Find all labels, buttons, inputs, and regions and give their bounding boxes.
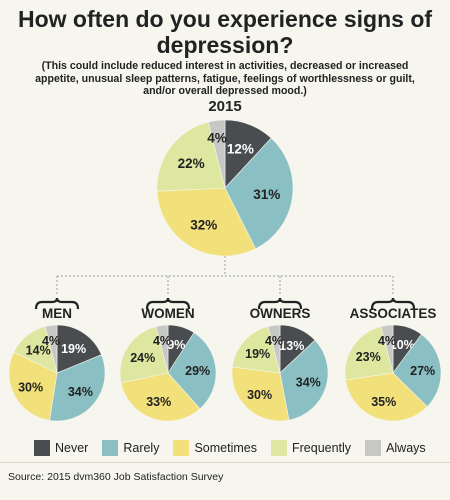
chart-title: How often do you experience signs of dep… bbox=[17, 6, 433, 58]
pie-slice-sometimes bbox=[8, 351, 58, 421]
pie-slice-always bbox=[44, 324, 58, 374]
data-label: 31% bbox=[253, 187, 280, 202]
group-brace bbox=[34, 297, 80, 310]
pie-slice-frequently bbox=[119, 326, 169, 384]
legend-swatch bbox=[102, 440, 119, 456]
chart-subtitle: (This could include reduced interest in … bbox=[35, 60, 415, 97]
pie-slice-rarely bbox=[392, 333, 442, 408]
data-label: 30% bbox=[247, 388, 272, 402]
source-note: Source: 2015 dvm360 Job Satisfaction Sur… bbox=[8, 471, 224, 483]
pie-title: OWNERS bbox=[250, 306, 311, 321]
pie-slice-sometimes bbox=[231, 366, 290, 422]
data-label: 10% bbox=[390, 338, 415, 352]
legend: Never Rarely Sometimes Frequently Always bbox=[34, 440, 434, 456]
pie-slice-always bbox=[267, 324, 281, 374]
data-label: 34% bbox=[68, 385, 93, 399]
legend-swatch bbox=[365, 440, 382, 456]
pie-slice-sometimes bbox=[120, 372, 201, 422]
divider bbox=[0, 462, 450, 463]
pie-slice-always bbox=[380, 324, 394, 374]
group-brace bbox=[257, 297, 303, 310]
data-label: 29% bbox=[185, 364, 210, 378]
data-label: 23% bbox=[356, 350, 381, 364]
legend-swatch bbox=[34, 440, 50, 456]
pie-slice-rarely bbox=[279, 339, 329, 421]
pie-slice-never bbox=[56, 324, 102, 374]
data-label: 19% bbox=[61, 342, 86, 356]
legend-label: Always bbox=[386, 441, 426, 455]
pie-title: 2015 bbox=[208, 98, 241, 115]
data-label: 4% bbox=[42, 334, 60, 348]
pie-title: WOMEN bbox=[141, 306, 194, 321]
pie-slice-sometimes bbox=[345, 372, 428, 422]
data-label: 13% bbox=[279, 339, 304, 353]
data-label: 33% bbox=[146, 395, 171, 409]
pie-slice-sometimes bbox=[156, 187, 256, 257]
data-label: 30% bbox=[18, 380, 43, 394]
group-brace bbox=[145, 297, 191, 310]
data-label: 4% bbox=[153, 334, 171, 348]
pie-slice-always bbox=[155, 324, 169, 374]
legend-label: Frequently bbox=[292, 441, 352, 455]
pie-slice-frequently bbox=[156, 121, 226, 192]
legend-item-sometimes: Sometimes bbox=[173, 440, 257, 456]
pie-slice-frequently bbox=[344, 326, 394, 381]
data-label: 14% bbox=[26, 343, 51, 357]
pie-slice-rarely bbox=[167, 332, 217, 410]
data-label: 32% bbox=[190, 217, 217, 232]
pie-slice-rarely bbox=[49, 354, 106, 422]
data-label: 35% bbox=[371, 395, 396, 409]
data-label: 22% bbox=[178, 156, 205, 171]
data-label: 4% bbox=[207, 131, 227, 146]
pie-title: ASSOCIATES bbox=[350, 306, 437, 321]
data-label: 4% bbox=[265, 334, 283, 348]
pie-slice-always bbox=[207, 119, 226, 189]
data-label: 19% bbox=[245, 347, 270, 361]
legend-label: Never bbox=[55, 441, 89, 455]
data-label: 9% bbox=[167, 338, 185, 352]
legend-swatch bbox=[173, 440, 190, 456]
pie-slice-frequently bbox=[232, 326, 281, 374]
pie-title: MEN bbox=[42, 306, 72, 321]
data-label: 12% bbox=[227, 142, 254, 157]
group-brace bbox=[370, 297, 416, 310]
legend-label: Rarely bbox=[123, 441, 160, 455]
legend-swatch bbox=[271, 440, 287, 456]
legend-item-rarely: Rarely bbox=[102, 440, 159, 456]
data-label: 4% bbox=[378, 334, 396, 348]
legend-label: Sometimes bbox=[194, 441, 257, 455]
legend-item-never: Never bbox=[34, 440, 88, 456]
legend-item-always: Always bbox=[365, 440, 426, 456]
data-label: 34% bbox=[296, 376, 321, 390]
legend-item-frequently: Frequently bbox=[271, 440, 351, 456]
data-label: 24% bbox=[130, 351, 155, 365]
data-label: 27% bbox=[410, 364, 435, 378]
